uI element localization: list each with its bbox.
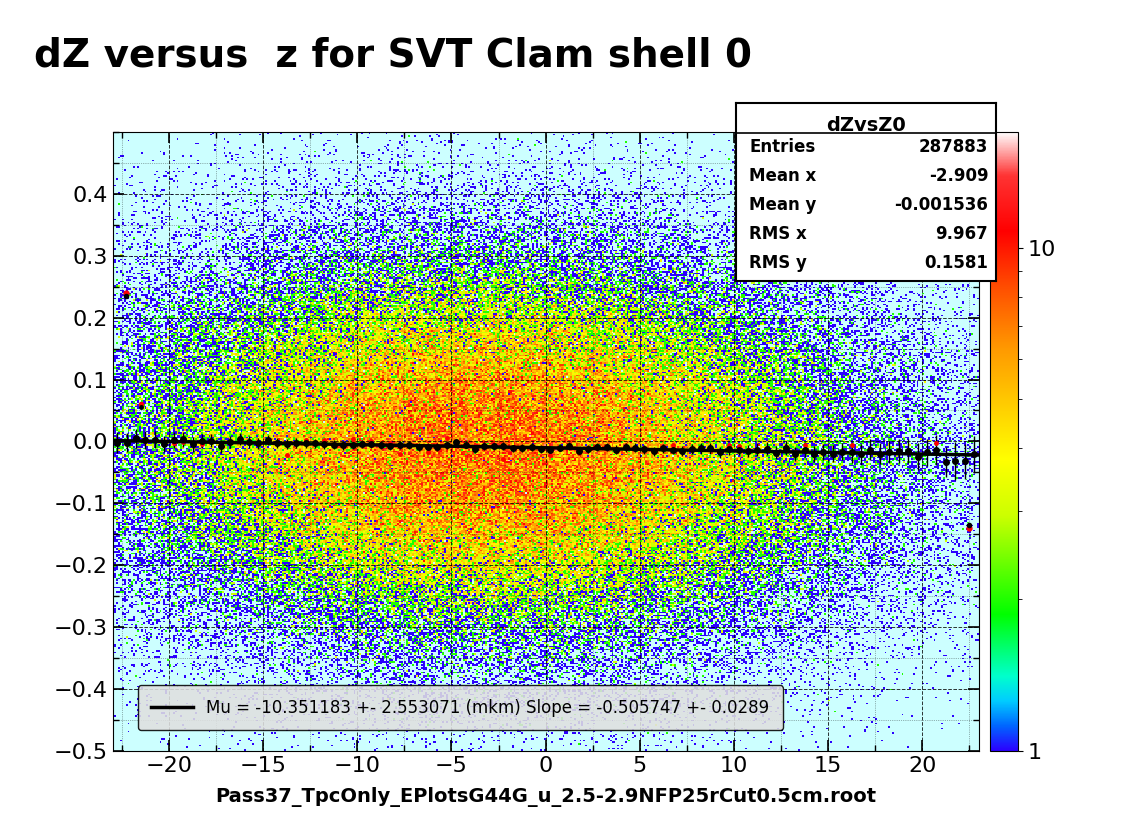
Text: Mean x: Mean x [749,167,817,186]
Text: RMS y: RMS y [749,254,807,272]
Text: dZvsZ0: dZvsZ0 [826,116,906,134]
Text: 0.1581: 0.1581 [925,254,988,272]
X-axis label: Pass37_TpcOnly_EPlotsG44G_u_2.5-2.9NFP25rCut0.5cm.root: Pass37_TpcOnly_EPlotsG44G_u_2.5-2.9NFP25… [215,787,876,807]
Text: 9.967: 9.967 [936,225,988,243]
Text: 287883: 287883 [919,139,988,157]
Text: -0.001536: -0.001536 [894,196,988,214]
Legend: Mu = -10.351183 +- 2.553071 (mkm) Slope = -0.505747 +- 0.0289: Mu = -10.351183 +- 2.553071 (mkm) Slope … [138,686,783,730]
Text: Entries: Entries [749,139,816,157]
Text: dZ versus  z for SVT Clam shell 0: dZ versus z for SVT Clam shell 0 [34,36,752,74]
Text: RMS x: RMS x [749,225,807,243]
Text: Mean y: Mean y [749,196,817,214]
Text: -2.909: -2.909 [928,167,988,186]
